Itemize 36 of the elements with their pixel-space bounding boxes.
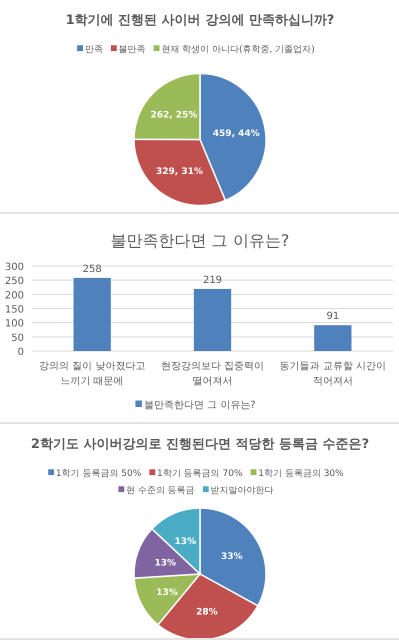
chart-title: 2학기도 사이버강의로 진행된다면 적당한 등록금 수준은?: [30, 437, 370, 452]
data-label: 258: [82, 264, 102, 275]
y-tick-label: 100: [4, 318, 24, 330]
bar: [314, 325, 352, 351]
y-tick-label: 300: [4, 262, 24, 273]
y-tick-label: 200: [4, 290, 24, 302]
data-label: 28%: [196, 607, 218, 618]
x-tick-label: 강의의 질이 낮아졌다고 느끼기 때문에: [38, 361, 146, 387]
chart-title: 불만족한다면 그 이유는?: [110, 231, 290, 250]
data-label: 219: [202, 274, 222, 286]
bar: [74, 278, 111, 351]
data-label: 329, 31%: [156, 167, 203, 178]
legend-label: 불만족: [118, 45, 146, 55]
y-tick-label: 0: [18, 347, 24, 358]
y-tick-label: 50: [11, 332, 24, 344]
legend-label: 현재 학생이 아니다(휴학중, 기졸업자): [161, 45, 315, 55]
legend-label: 만족: [84, 45, 103, 55]
legend-label: 불만족한다면 그 이유는?: [144, 400, 256, 411]
x-tick-label: 현장강의보다 집중력이 떨어져서: [160, 361, 264, 387]
bar: [194, 288, 232, 351]
data-label: 33%: [221, 552, 243, 562]
data-label: 262, 25%: [150, 110, 198, 120]
legend-label: 1학기 등록금의 70%: [157, 469, 243, 479]
data-label: 13%: [154, 558, 176, 568]
chart-title: 1학기에 진행된 사이버 강의에 만족하십니까?: [66, 13, 334, 28]
legend-label: 1학기 등록금의 30%: [258, 469, 344, 479]
data-label: 459, 44%: [212, 129, 260, 140]
y-tick-label: 150: [4, 304, 24, 316]
data-label: 91: [326, 311, 340, 322]
x-tick-label: 동기들과 교류할 시간이 적어져서: [280, 361, 386, 387]
data-label: 13%: [174, 537, 196, 548]
legend-label: 1학기 등록금의 50%: [56, 469, 142, 479]
legend-label: 현 수준의 등록금: [126, 486, 195, 496]
data-label: 13%: [156, 588, 178, 598]
y-tick-label: 250: [4, 276, 24, 288]
legend-label: 받지말아야한다: [210, 486, 274, 496]
